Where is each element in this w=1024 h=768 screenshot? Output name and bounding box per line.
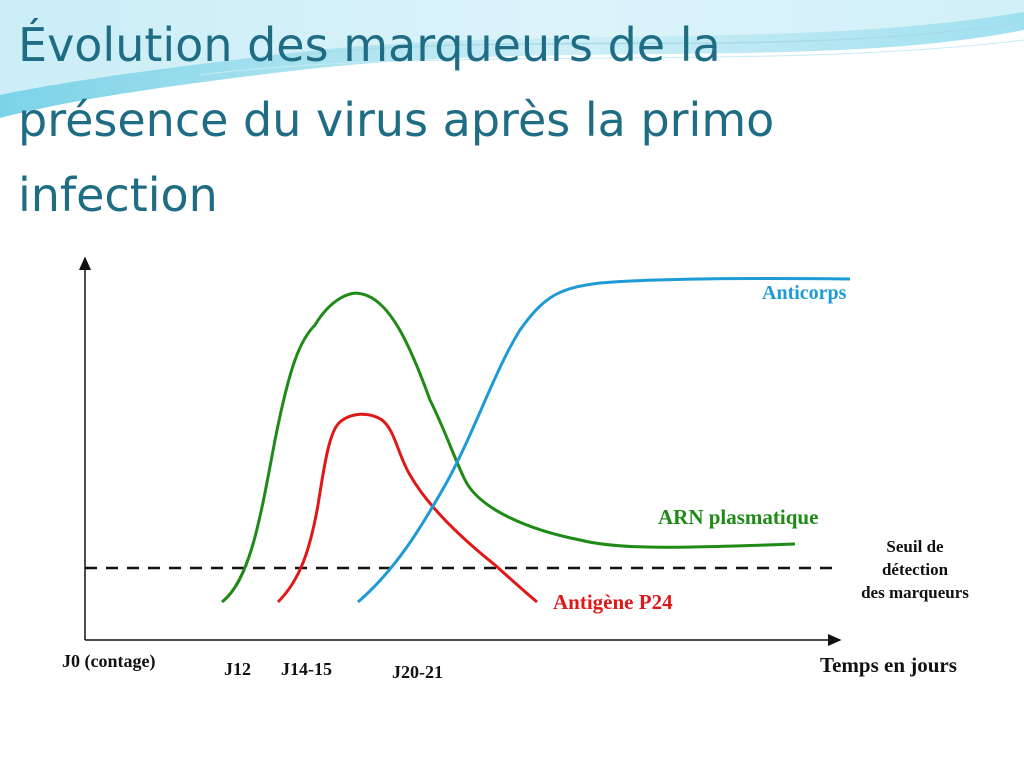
x-axis-title: Temps en jours xyxy=(820,653,957,677)
arn-curve xyxy=(221,291,796,604)
p24-label: Antigène P24 xyxy=(553,590,673,614)
tick-label-j12: J12 xyxy=(224,659,251,679)
arn-label: ARN plasmatique xyxy=(658,505,819,529)
slide-title: Évolution des marqueurs de la présence d… xyxy=(18,18,775,222)
p24-curve xyxy=(276,412,538,604)
origin-label: J0 (contage) xyxy=(62,651,156,671)
tick-label-j14-15: J14-15 xyxy=(281,659,332,679)
tick-label-j20-21: J20-21 xyxy=(392,662,443,682)
threshold-label: Seuil de détection des marqueurs xyxy=(861,537,969,602)
anticorps-curve xyxy=(357,276,851,604)
anticorps-label: Anticorps xyxy=(762,282,847,304)
